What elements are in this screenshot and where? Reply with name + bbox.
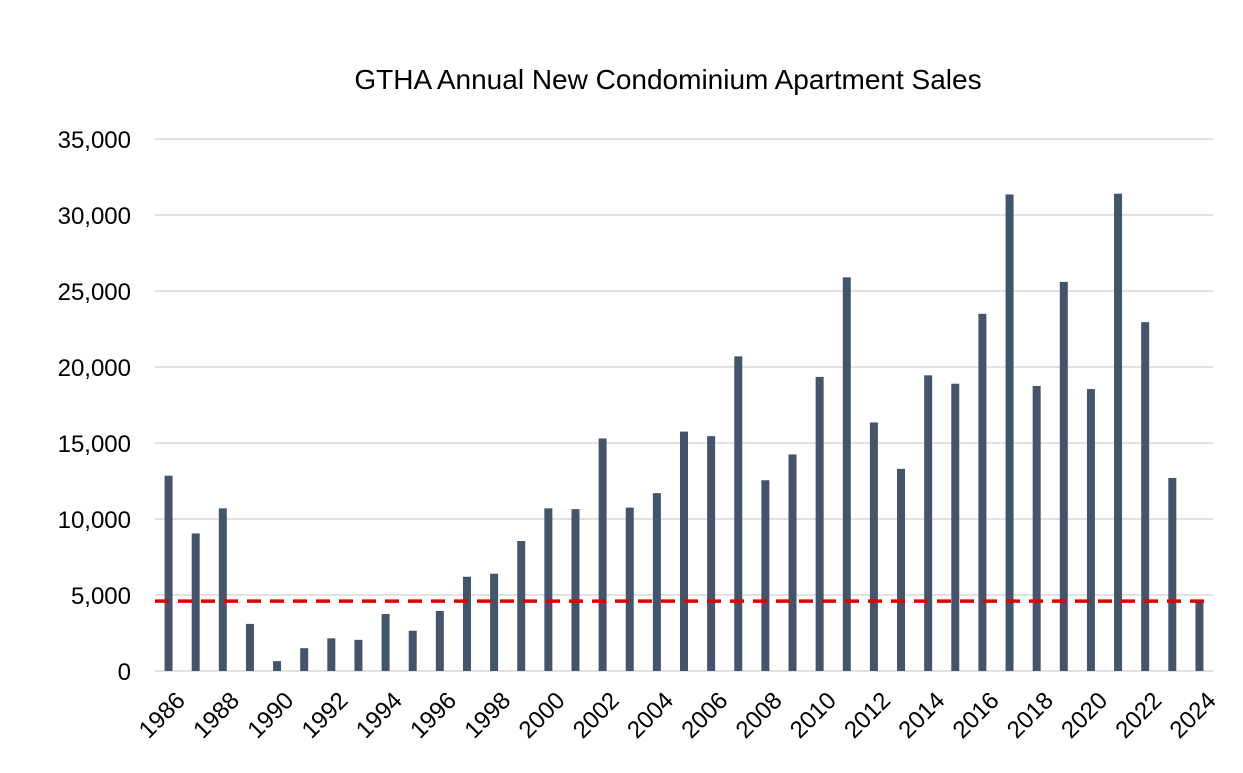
x-tick-label: 1986 <box>134 687 191 744</box>
bar-2011 <box>842 277 851 671</box>
bar-2008 <box>761 480 770 671</box>
x-tick-label: 2014 <box>893 687 950 744</box>
chart-title: GTHA Annual New Condominium Apartment Sa… <box>354 64 981 95</box>
x-tick-label: 2004 <box>622 687 679 744</box>
x-tick-label: 1998 <box>459 687 516 744</box>
x-tick-label: 2000 <box>514 687 571 744</box>
y-tick-label: 10,000 <box>58 507 131 534</box>
bar-2018 <box>1032 386 1041 671</box>
bar-1992 <box>327 638 336 671</box>
x-tick-label: 2010 <box>785 687 842 744</box>
bar-1995 <box>408 630 417 671</box>
y-tick-label: 30,000 <box>58 203 131 230</box>
bar-1997 <box>462 576 471 671</box>
bar-2003 <box>625 507 634 671</box>
x-tick-label: 2018 <box>1002 687 1059 744</box>
bar-1996 <box>435 610 444 671</box>
x-tick-label: 2012 <box>839 687 896 744</box>
bar-2022 <box>1141 322 1150 671</box>
y-tick-label: 20,000 <box>58 355 131 382</box>
y-tick-label: 25,000 <box>58 279 131 306</box>
bar-2012 <box>869 422 878 671</box>
bar-2005 <box>680 431 688 671</box>
bar-2019 <box>1059 281 1068 671</box>
bar-2024 <box>1195 601 1204 671</box>
x-tick-label: 1988 <box>188 687 245 744</box>
bar-2016 <box>978 313 987 671</box>
y-tick-label: 0 <box>118 659 131 686</box>
bar-2006 <box>707 436 716 671</box>
bar-1987 <box>191 533 200 671</box>
x-tick-label: 1992 <box>297 687 354 744</box>
bar-1988 <box>218 508 227 671</box>
x-tick-label: 1994 <box>351 687 408 744</box>
bar-2020 <box>1086 389 1095 671</box>
x-tick-label: 2024 <box>1165 687 1222 744</box>
x-tick-label: 2016 <box>948 687 1005 744</box>
y-tick-label: 5,000 <box>71 583 131 610</box>
bar-2013 <box>897 468 906 671</box>
y-axis-tick-labels: 0 5,000 10,000 15,000 20,000 25,000 30,000 35,0… <box>58 127 131 686</box>
bar-2009 <box>788 454 797 671</box>
bar-1994 <box>381 614 390 671</box>
bar-2001 <box>571 509 580 671</box>
bar-1986 <box>164 475 173 671</box>
x-tick-label: 1990 <box>242 687 299 744</box>
bar-2004 <box>652 493 661 671</box>
bar-2021 <box>1114 193 1123 671</box>
bar-2002 <box>598 438 607 671</box>
y-tick-label: 35,000 <box>58 127 131 154</box>
bar-2023 <box>1168 477 1177 671</box>
x-tick-label: 2008 <box>731 687 788 744</box>
bar-2010 <box>815 376 824 671</box>
bars <box>164 193 1204 672</box>
bar-1989 <box>245 623 254 671</box>
x-tick-label: 2002 <box>568 687 625 744</box>
x-tick-label: 2022 <box>1110 687 1167 744</box>
bar-2000 <box>544 508 553 671</box>
bar-2007 <box>734 356 743 671</box>
bar-1990 <box>273 661 282 671</box>
bar-2014 <box>924 375 933 671</box>
bar-1993 <box>354 639 363 671</box>
bar-2015 <box>951 383 960 671</box>
bar-1999 <box>517 541 526 671</box>
bar-1998 <box>490 573 499 671</box>
x-tick-label: 1996 <box>405 687 462 744</box>
bar-2017 <box>1005 194 1014 672</box>
y-tick-label: 15,000 <box>58 431 131 458</box>
x-tick-label: 2020 <box>1056 687 1113 744</box>
bar-1991 <box>300 648 309 671</box>
x-axis-tick-labels: 1986198819901992199419961998200020022004… <box>134 687 1222 744</box>
x-tick-label: 2006 <box>676 687 733 744</box>
